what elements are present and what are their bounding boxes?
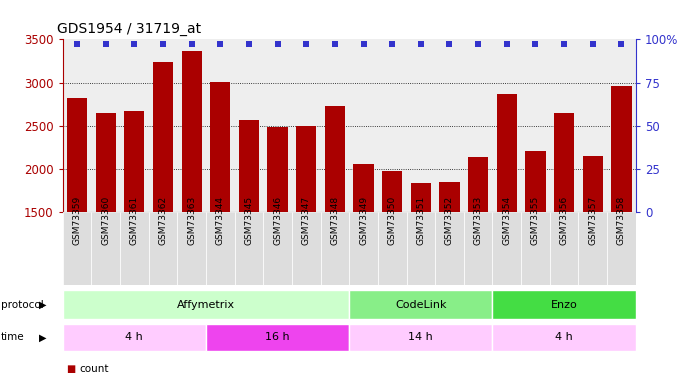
Bar	[148, 212, 177, 285]
Bar	[411, 183, 431, 341]
Bar	[63, 290, 350, 319]
Text: Enzo: Enzo	[551, 300, 577, 310]
Text: GSM73350: GSM73350	[388, 195, 396, 245]
Bar	[296, 126, 316, 341]
Bar	[492, 324, 636, 351]
Bar	[292, 212, 320, 285]
Bar	[177, 212, 206, 285]
Text: 4 h: 4 h	[556, 333, 573, 342]
Text: CodeLink: CodeLink	[395, 300, 447, 310]
Bar	[439, 182, 460, 341]
Text: GSM73352: GSM73352	[445, 196, 454, 245]
Bar	[492, 290, 636, 319]
Text: 16 h: 16 h	[265, 333, 290, 342]
Bar	[91, 212, 120, 285]
Text: time: time	[1, 333, 24, 342]
Bar	[153, 62, 173, 341]
Text: GSM73358: GSM73358	[617, 195, 626, 245]
Text: GSM73348: GSM73348	[330, 196, 339, 245]
Bar	[124, 111, 144, 341]
Text: GSM73351: GSM73351	[416, 195, 425, 245]
Bar	[320, 212, 350, 285]
Bar	[611, 86, 632, 341]
Text: ▶: ▶	[39, 333, 47, 342]
Text: GSM73362: GSM73362	[158, 196, 167, 245]
Text: GSM73345: GSM73345	[244, 196, 254, 245]
Text: GSM73344: GSM73344	[216, 196, 224, 245]
Text: GSM73347: GSM73347	[302, 196, 311, 245]
Text: protocol: protocol	[1, 300, 44, 310]
Text: 4 h: 4 h	[125, 333, 143, 342]
Bar	[67, 98, 87, 341]
Bar	[239, 120, 259, 341]
Text: GSM73359: GSM73359	[72, 195, 82, 245]
Bar	[464, 212, 492, 285]
Text: Affymetrix: Affymetrix	[177, 300, 235, 310]
Bar	[583, 156, 603, 341]
Text: GSM73354: GSM73354	[503, 196, 511, 245]
Bar	[554, 112, 574, 341]
Text: ▶: ▶	[39, 300, 47, 310]
Text: GDS1954 / 31719_at: GDS1954 / 31719_at	[57, 22, 201, 36]
Bar	[521, 212, 550, 285]
Bar	[468, 157, 488, 341]
Text: GSM73360: GSM73360	[101, 195, 110, 245]
Bar	[120, 212, 148, 285]
Bar	[407, 212, 435, 285]
Bar	[210, 82, 231, 341]
Bar	[63, 212, 91, 285]
Bar	[95, 112, 116, 341]
Text: GSM73346: GSM73346	[273, 196, 282, 245]
Bar	[378, 212, 407, 285]
Bar	[267, 128, 288, 341]
Bar	[350, 212, 378, 285]
Bar	[579, 212, 607, 285]
Bar	[607, 212, 636, 285]
Text: count: count	[80, 364, 109, 374]
Bar	[325, 106, 345, 341]
Text: GSM73349: GSM73349	[359, 196, 368, 245]
Text: GSM73356: GSM73356	[560, 195, 568, 245]
Bar	[382, 171, 402, 341]
Bar	[235, 212, 263, 285]
Bar	[492, 212, 521, 285]
Bar	[350, 290, 492, 319]
Text: 14 h: 14 h	[409, 333, 433, 342]
Bar	[206, 324, 350, 351]
Bar	[63, 324, 206, 351]
Bar	[350, 324, 492, 351]
Bar	[526, 152, 545, 341]
Bar	[182, 51, 201, 341]
Text: GSM73355: GSM73355	[531, 195, 540, 245]
Bar	[497, 94, 517, 341]
Bar	[435, 212, 464, 285]
Bar	[206, 212, 235, 285]
Bar	[263, 212, 292, 285]
Bar	[354, 164, 373, 341]
Text: GSM73361: GSM73361	[130, 195, 139, 245]
Text: GSM73363: GSM73363	[187, 195, 196, 245]
Text: GSM73353: GSM73353	[474, 195, 483, 245]
Bar	[550, 212, 579, 285]
Text: GSM73357: GSM73357	[588, 195, 597, 245]
Text: ■: ■	[66, 364, 75, 374]
